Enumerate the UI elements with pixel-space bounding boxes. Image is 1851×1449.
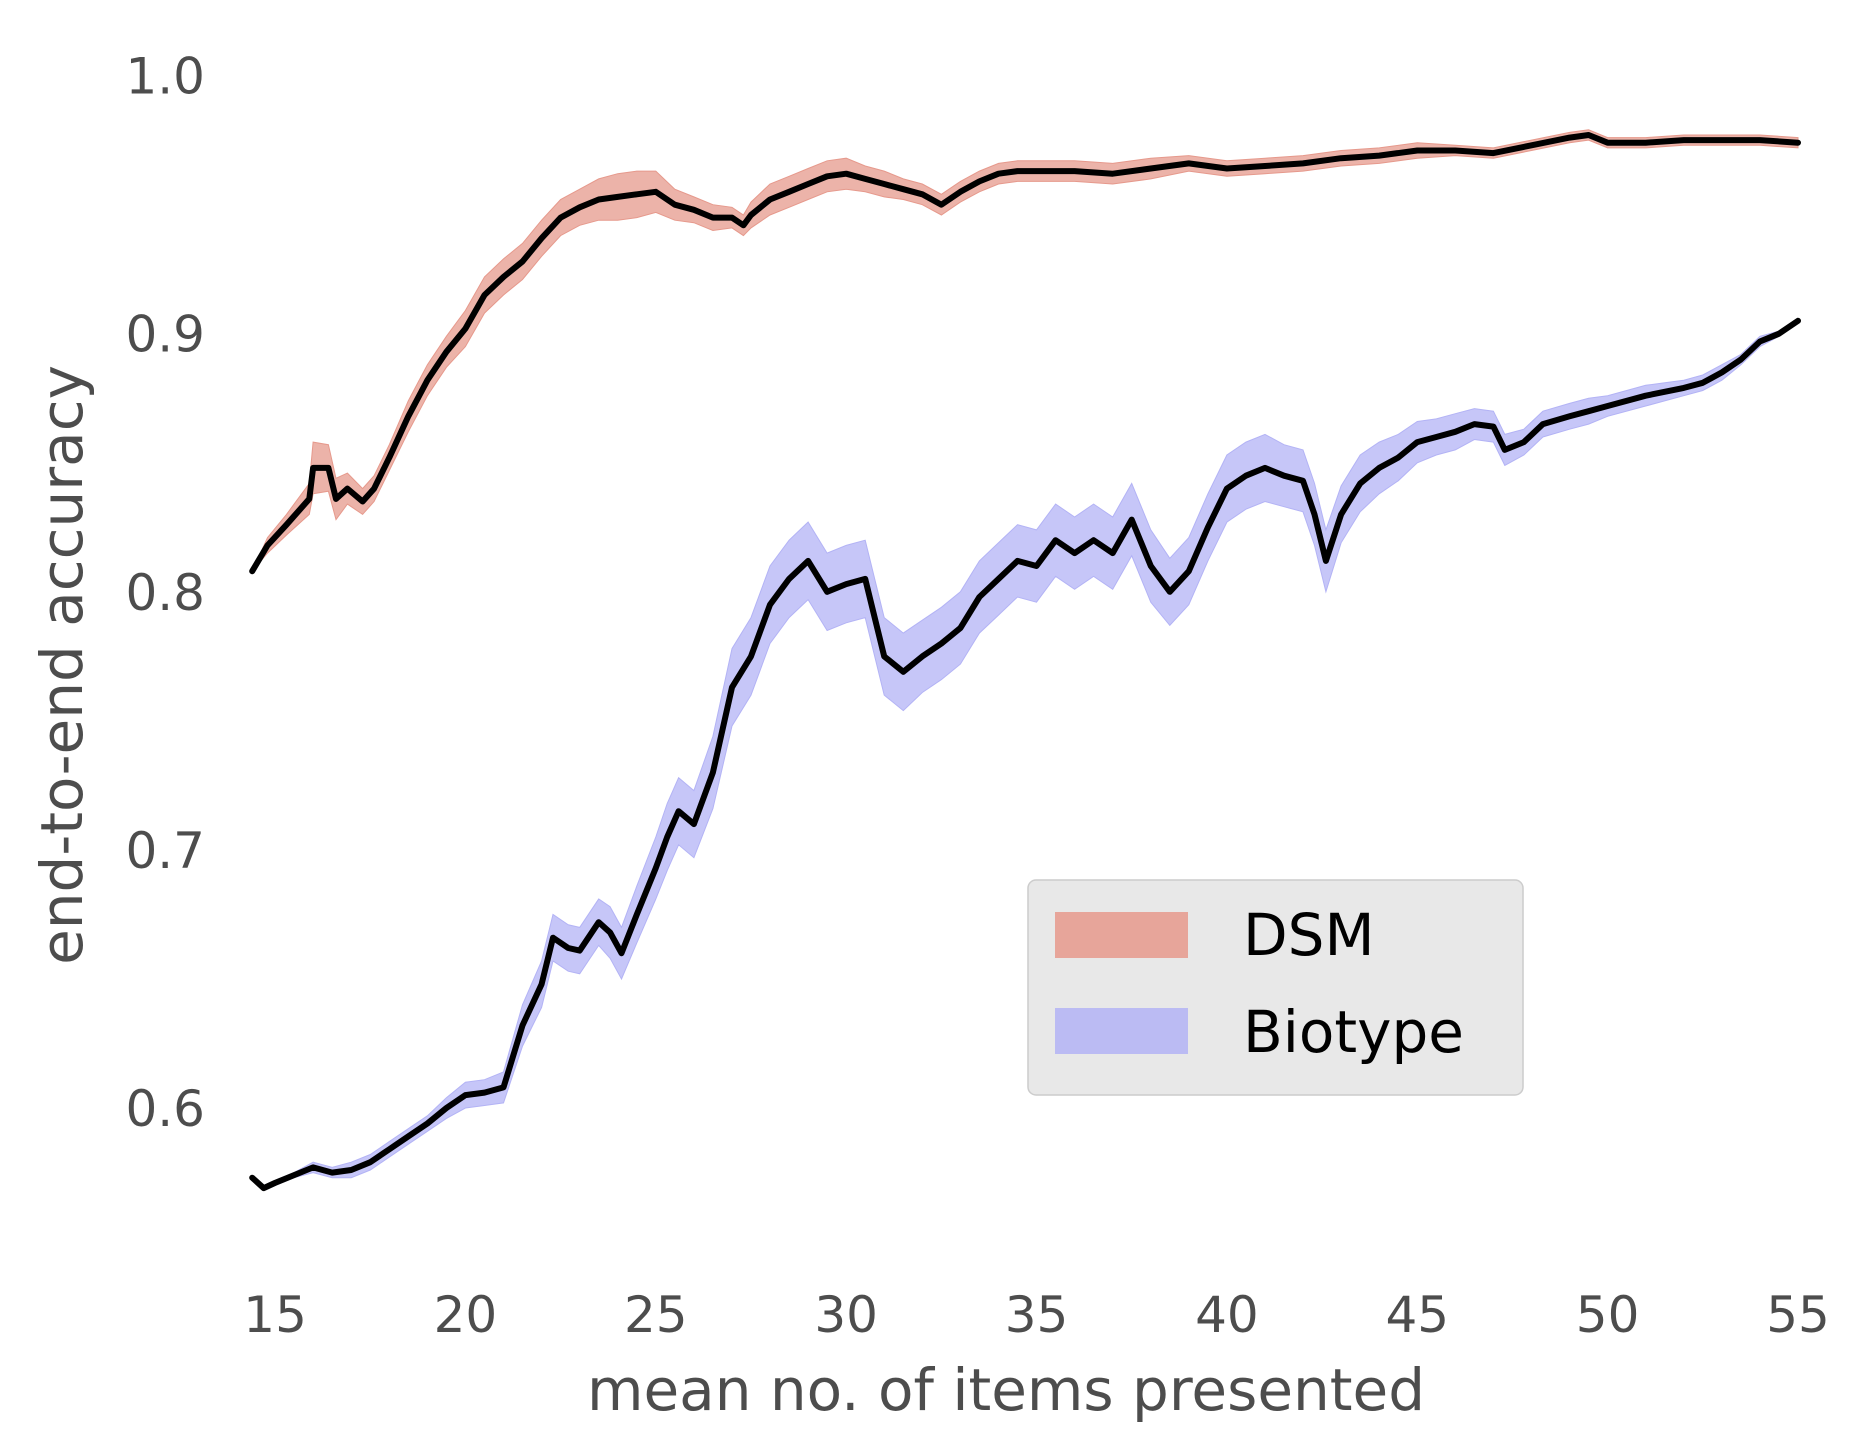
x-tick-label: 45	[1385, 1286, 1449, 1344]
x-tick-label: 20	[434, 1286, 498, 1344]
legend-swatch-biotype	[1055, 1008, 1188, 1054]
series-lines	[249, 132, 1801, 1192]
x-tick-label: 15	[243, 1286, 307, 1344]
band-biotype	[251, 320, 1799, 1192]
legend: DSM Biotype	[1027, 879, 1524, 1096]
x-tick-label: 50	[1576, 1286, 1640, 1344]
y-tick-label: 0.6	[125, 1080, 205, 1138]
x-tick-label: 25	[624, 1286, 688, 1344]
y-tick-label: 1.0	[125, 48, 205, 106]
line-dsm	[249, 132, 1801, 575]
y-tick-label: 0.9	[125, 306, 205, 364]
confidence-bands	[251, 129, 1799, 1192]
band-dsm	[251, 129, 1799, 572]
x-axis-label: mean no. of items presented	[587, 1356, 1425, 1424]
y-tick-label: 0.7	[125, 822, 205, 880]
y-tick-label: 0.8	[125, 564, 205, 622]
legend-label-biotype: Biotype	[1243, 998, 1464, 1066]
y-axis-ticks: 0.6 0.7 0.8 0.9 1.0	[125, 48, 205, 1138]
x-axis-ticks: 15 20 25 30 35 40 45 50 55	[243, 1286, 1830, 1344]
x-tick-label: 30	[814, 1286, 878, 1344]
y-axis-label: end-to-end accuracy	[28, 365, 96, 965]
x-tick-label: 40	[1195, 1286, 1259, 1344]
line-biotype	[249, 317, 1801, 1192]
x-tick-label: 35	[1005, 1286, 1069, 1344]
x-tick-label: 55	[1766, 1286, 1830, 1344]
legend-label-dsm: DSM	[1243, 901, 1375, 969]
legend-swatch-dsm	[1055, 912, 1188, 958]
